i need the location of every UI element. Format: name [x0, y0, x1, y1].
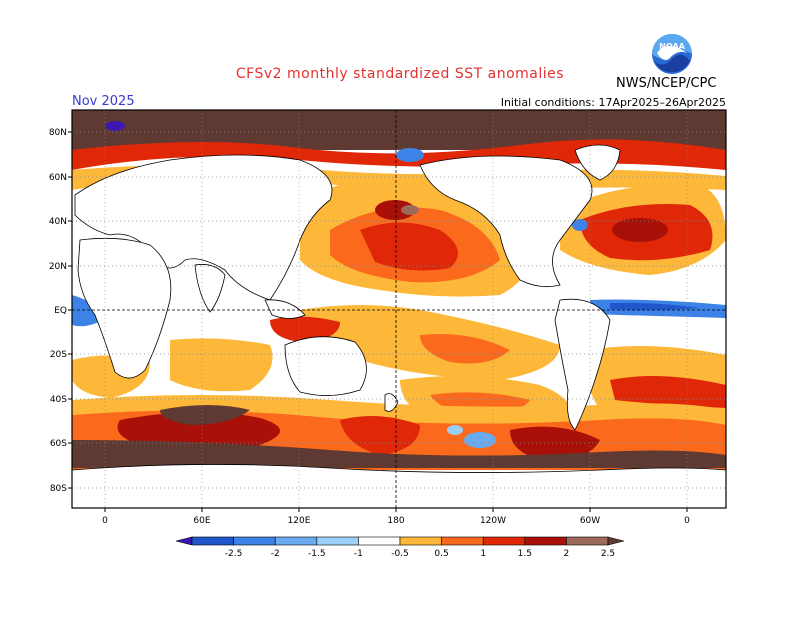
colorbar-tick-label: -1	[354, 549, 363, 559]
colorbar-swatch	[566, 536, 609, 546]
graticule	[72, 110, 726, 508]
agency-label: NWS/NCEP/CPC	[616, 76, 717, 91]
longitude-labels: 0 60E 120E 180 120W 60W 0	[102, 516, 690, 526]
colorbar-tick-label: 1	[480, 549, 486, 559]
lon-label: 180	[387, 516, 404, 526]
colorbar-swatch	[524, 536, 567, 546]
initial-conditions: Initial conditions: 17Apr2025–26Apr2025	[500, 96, 726, 109]
reference-lines	[72, 110, 726, 508]
lat-label: 20S	[50, 350, 67, 360]
colorbar-tick-label: 2.5	[601, 549, 615, 559]
lat-label: 80N	[49, 128, 67, 138]
lat-label: 20N	[49, 262, 67, 272]
lon-label: 60E	[193, 516, 210, 526]
colorbar-tick-label: 2	[564, 549, 570, 559]
svg-text:NOAA: NOAA	[659, 42, 685, 51]
colorbar-swatch	[274, 536, 318, 546]
lat-label: 60N	[49, 173, 67, 183]
lat-label: 40S	[50, 395, 67, 405]
lat-label: 60S	[50, 439, 67, 449]
forecast-month: Nov 2025	[72, 94, 135, 109]
lat-label: 80S	[50, 484, 67, 494]
sst-anomaly-field	[72, 110, 726, 508]
colorbar-tick-label: 0.5	[434, 549, 448, 559]
colorbar-tick-label: -1.5	[308, 549, 326, 559]
lon-label: 60W	[580, 516, 600, 526]
colorbar-tick-label: -2.5	[225, 549, 243, 559]
colorbar-swatch	[441, 536, 484, 546]
colorbar-arrow-high	[607, 536, 625, 546]
lon-label: 120W	[480, 516, 506, 526]
colorbar-arrow-low	[175, 536, 193, 546]
colorbar-tick-label: -0.5	[391, 549, 409, 559]
lon-label: 120E	[288, 516, 311, 526]
lat-label: EQ	[54, 306, 67, 316]
lon-label: 0	[684, 516, 690, 526]
latitude-labels: 80N 60N 40N 20N EQ 20S 40S 60S 80S	[49, 128, 67, 494]
colorbar-tick-label: -2	[271, 549, 280, 559]
chart-title: CFSv2 monthly standardized SST anomalies	[235, 66, 565, 82]
lon-label: 0	[102, 516, 108, 526]
colorbar-swatch	[399, 536, 442, 546]
noaa-logo: NOAA	[652, 34, 692, 74]
colorbar-swatch	[358, 536, 401, 546]
lat-label: 40N	[49, 217, 67, 227]
colorbar-swatch	[191, 536, 234, 546]
colorbar-swatch	[233, 536, 276, 546]
colorbar-swatch	[482, 536, 526, 546]
colorbar: -2.5 -2 -1.5 -1 -0.5 0.5 1 1.5 2 2.5	[175, 536, 625, 559]
colorbar-tick-label: 1.5	[518, 549, 532, 559]
map-frame	[71, 109, 727, 509]
colorbar-swatch	[316, 536, 359, 546]
